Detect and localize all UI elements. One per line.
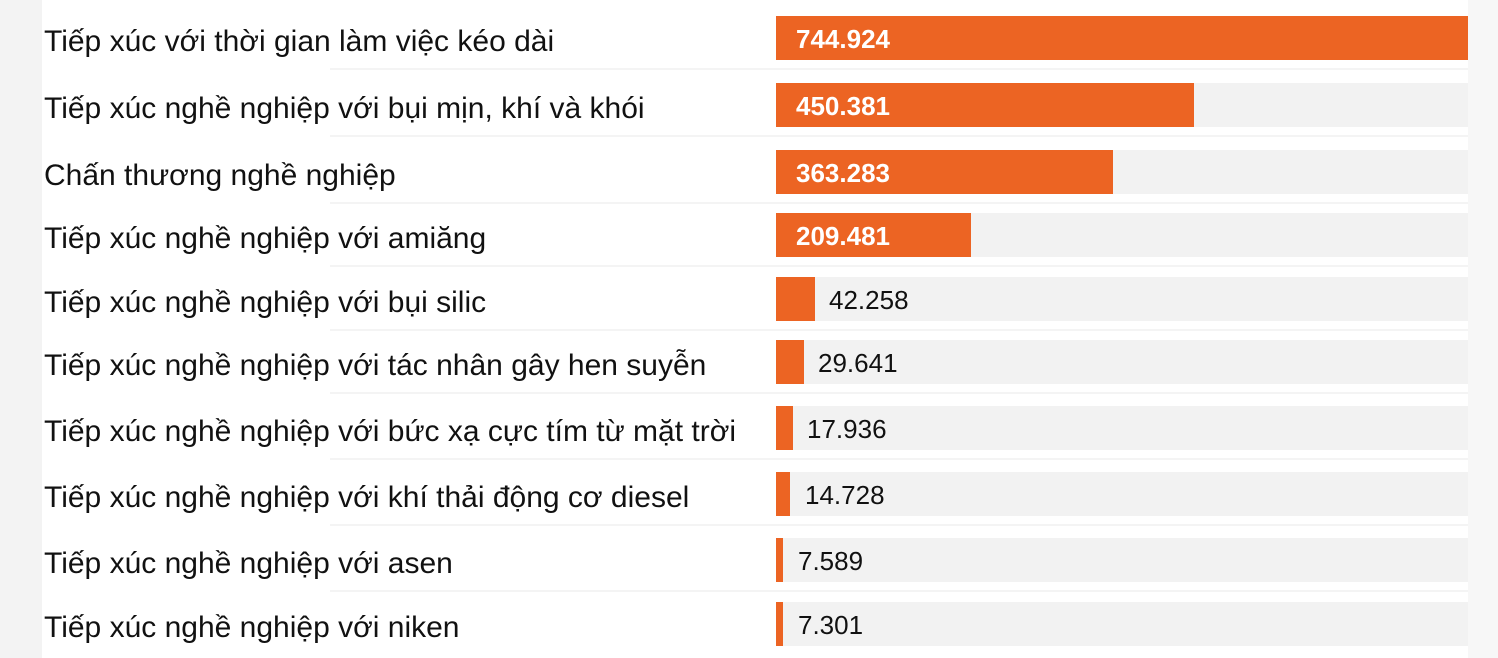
- value-label: 14.728: [805, 480, 885, 510]
- bar: [776, 277, 815, 321]
- value-label: 17.936: [807, 414, 887, 444]
- bar: [776, 602, 783, 646]
- category-label: Tiếp xúc nghề nghiệp với khí thải động c…: [44, 481, 689, 514]
- right-margin-shade: [1468, 0, 1498, 658]
- bar-track: [776, 340, 1468, 384]
- bar-track: [776, 277, 1468, 321]
- category-label: Tiếp xúc với thời gian làm việc kéo dài: [44, 25, 554, 58]
- bar-track: [776, 472, 1468, 516]
- bar: [776, 16, 1468, 60]
- value-label: 7.589: [798, 546, 863, 576]
- category-label: Tiếp xúc nghề nghiệp với bức xạ cực tím …: [44, 415, 736, 448]
- category-label: Chấn thương nghề nghiệp: [44, 159, 396, 192]
- category-label: Tiếp xúc nghề nghiệp với bụi mịn, khí và…: [44, 92, 645, 125]
- value-label: 209.481: [796, 221, 890, 251]
- left-margin-shade: [0, 0, 42, 658]
- bar: [776, 150, 1113, 194]
- bar: [776, 83, 1194, 127]
- category-label: Tiếp xúc nghề nghiệp với bụi silic: [44, 286, 486, 319]
- value-label: 363.283: [796, 158, 890, 188]
- bar: [776, 213, 971, 257]
- category-label: Tiếp xúc nghề nghiệp với niken: [44, 611, 460, 644]
- value-label: 7.301: [798, 610, 863, 640]
- category-label: Tiếp xúc nghề nghiệp với asen: [44, 547, 453, 580]
- bar: [776, 538, 783, 582]
- bar-track: [776, 406, 1468, 450]
- value-label: 42.258: [829, 285, 909, 315]
- bar-track: [776, 602, 1468, 646]
- bar: [776, 406, 793, 450]
- bar: [776, 340, 804, 384]
- value-label: 29.641: [818, 348, 898, 378]
- category-label: Tiếp xúc nghề nghiệp với amiăng: [44, 222, 486, 255]
- value-label: 744.924: [796, 24, 891, 54]
- category-label: Tiếp xúc nghề nghiệp với tác nhân gây he…: [44, 349, 706, 382]
- bar-track: [776, 538, 1468, 582]
- value-label: 450.381: [796, 91, 890, 121]
- bar: [776, 472, 790, 516]
